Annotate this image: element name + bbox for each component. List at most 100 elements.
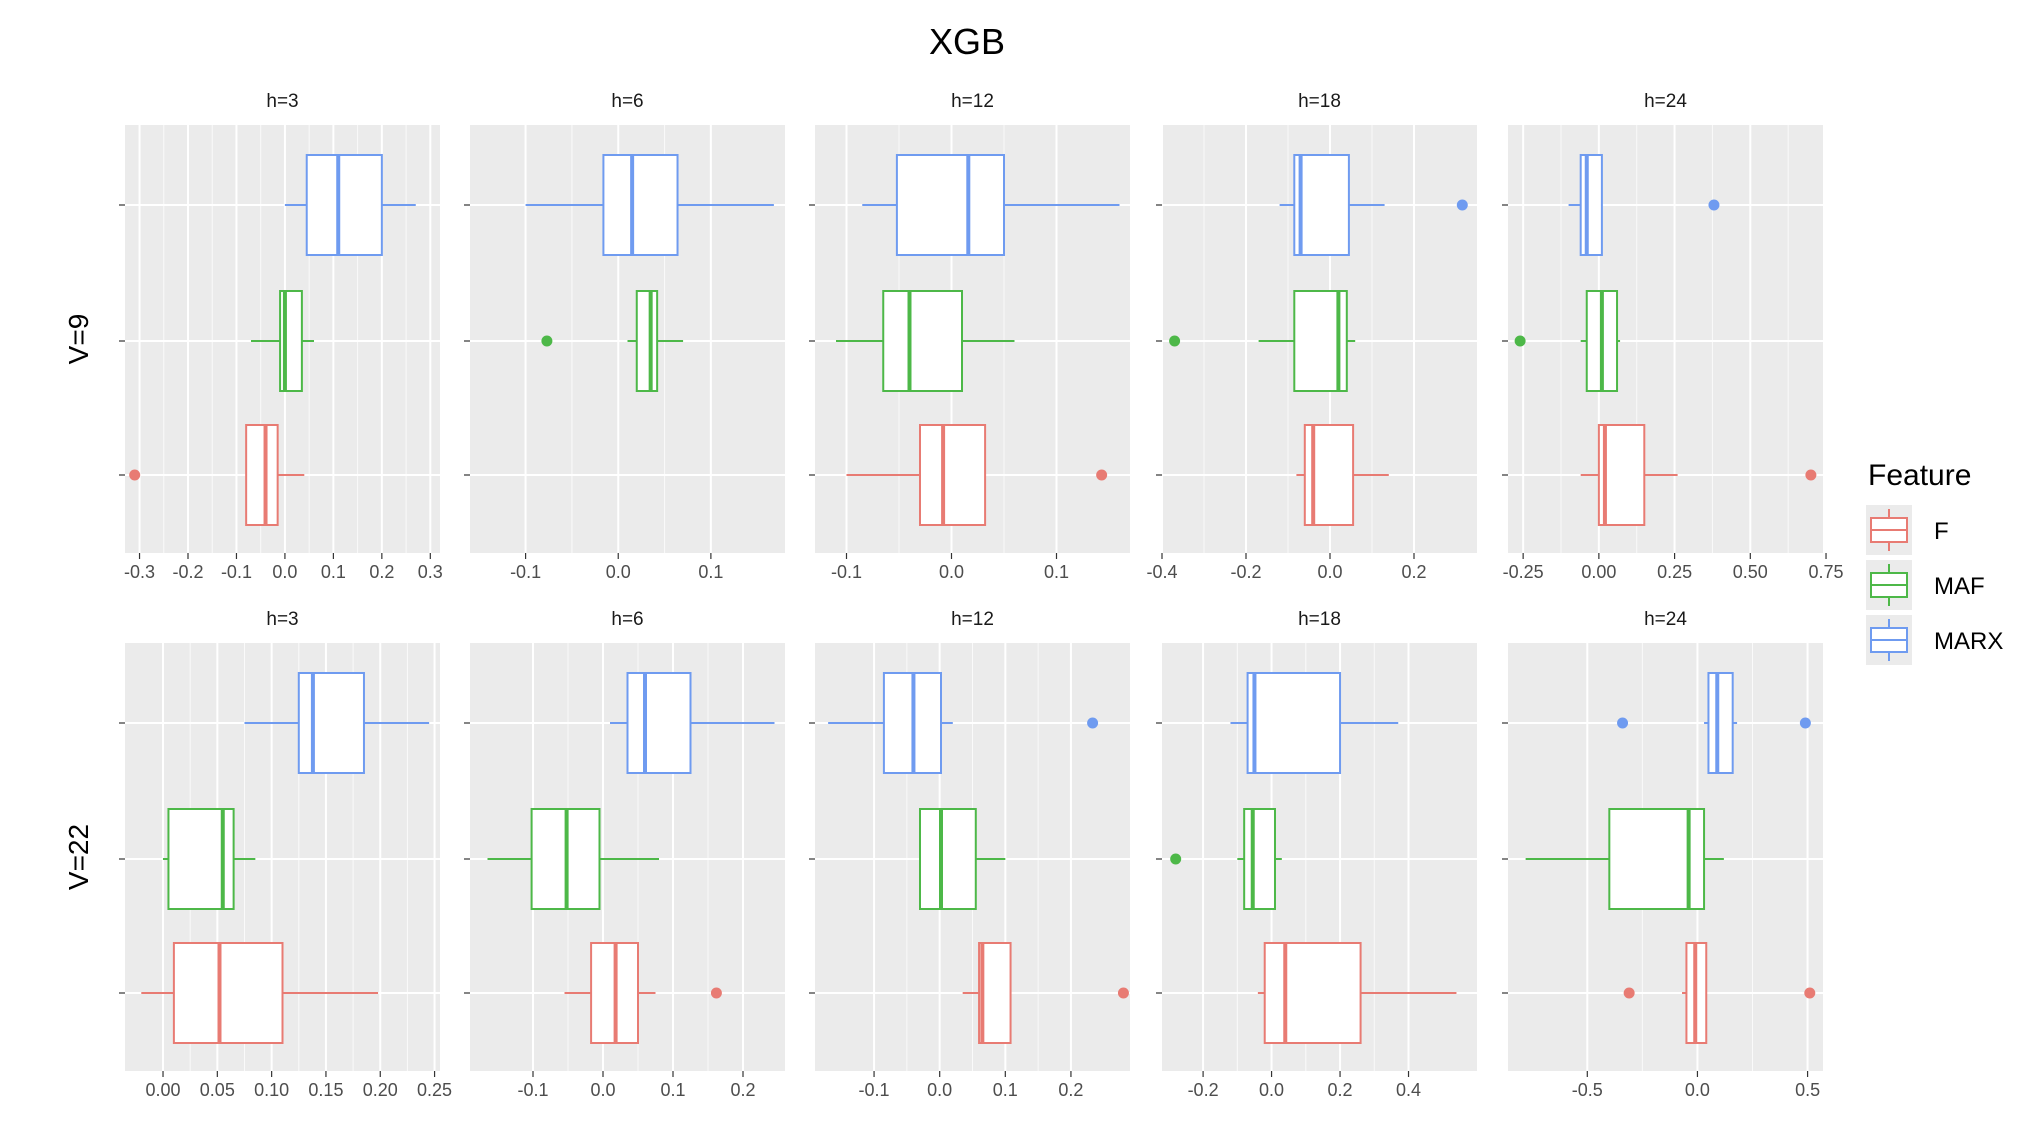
box-marx [828, 672, 1099, 774]
panel-strip-label: h=12 [951, 609, 994, 630]
chart-title: XGB [929, 21, 1005, 62]
box-marx [284, 154, 416, 256]
x-tick-label: 0.1 [1044, 562, 1069, 582]
box-iqr [895, 154, 1006, 256]
outlier-point [1799, 717, 1811, 729]
box-f [1296, 424, 1389, 526]
x-tick-label: 0.0 [1259, 1080, 1284, 1100]
panel: h=6 -0.1 0.0 0.1 0.2 [464, 609, 785, 1100]
x-tick-label: 0.4 [1396, 1080, 1421, 1100]
x-tick-label: 0.15 [308, 1080, 343, 1100]
row-label: V=9 [63, 314, 94, 365]
x-tick-label: 0.1 [660, 1080, 685, 1100]
x-tick-label: 0.75 [1809, 562, 1844, 582]
outlier-point [1805, 469, 1817, 481]
legend-label: MARX [1934, 628, 2003, 655]
x-tick-label: -0.1 [517, 1080, 548, 1100]
box-iqr [1246, 672, 1342, 774]
box-iqr [1243, 808, 1276, 910]
panel: h=3 0.00 0.05 0.10 0.15 0.20 0.25 [119, 609, 452, 1100]
box-f [564, 942, 722, 1044]
x-tick-label: 0.1 [993, 1080, 1018, 1100]
panel: h=18 -0.2 0.0 0.2 0.4 [1156, 609, 1477, 1100]
outlier-point [1514, 335, 1526, 347]
box-f [1580, 424, 1817, 526]
x-tick-label: 0.0 [590, 1080, 615, 1100]
x-tick-label: 0.2 [1058, 1080, 1083, 1100]
box-maf [1170, 808, 1282, 910]
outlier-point [1117, 987, 1129, 999]
box-iqr [245, 424, 279, 526]
panel: h=24 -0.5 0.0 0.5 [1502, 609, 1823, 1100]
box-marx [862, 154, 1120, 256]
x-tick-label: 0.2 [730, 1080, 755, 1100]
panel: h=12 -0.1 0.0 0.1 0.2 [809, 609, 1130, 1100]
x-tick-label: 0.2 [369, 562, 394, 582]
x-tick-label: 0.10 [254, 1080, 289, 1100]
box-maf [487, 808, 659, 910]
x-tick-label: 0.3 [418, 562, 443, 582]
x-tick-label: -0.25 [1503, 562, 1544, 582]
box-iqr [626, 672, 692, 774]
box-marx [244, 672, 430, 774]
row-label: V=22 [63, 824, 94, 890]
box-iqr [305, 154, 383, 256]
x-tick-label: 0.0 [1317, 562, 1342, 582]
box-maf [919, 808, 1006, 910]
x-tick-label: 0.20 [363, 1080, 398, 1100]
panel-strip-label: h=24 [1644, 609, 1687, 630]
outlier-point [129, 469, 141, 481]
box-iqr [882, 290, 963, 392]
panel-strip-label: h=18 [1298, 91, 1341, 112]
x-tick-label: -0.2 [172, 562, 203, 582]
outlier-point [1804, 987, 1816, 999]
box-maf [1514, 290, 1621, 392]
x-tick-label: -0.3 [124, 562, 155, 582]
outlier-point [1708, 199, 1720, 211]
x-tick-label: 0.2 [1401, 562, 1426, 582]
x-tick-label: 0.1 [698, 562, 723, 582]
x-tick-label: -0.1 [831, 562, 862, 582]
x-tick-label: 0.50 [1733, 562, 1768, 582]
legend-label: MAF [1934, 573, 1985, 600]
x-tick-label: 0.0 [272, 562, 297, 582]
box-iqr [919, 808, 977, 910]
panel: h=6 -0.1 0.0 0.1 [464, 91, 785, 582]
box-marx [1230, 672, 1399, 774]
panel-strip-label: h=6 [611, 91, 643, 112]
x-tick-label: 0.2 [1328, 1080, 1353, 1100]
legend-label: F [1934, 518, 1949, 545]
outlier-point [1456, 199, 1468, 211]
box-f [846, 424, 1108, 526]
box-iqr [1707, 672, 1734, 774]
outlier-point [1623, 987, 1635, 999]
box-maf [1169, 290, 1356, 392]
x-tick-label: 0.5 [1795, 1080, 1820, 1100]
box-iqr [919, 424, 987, 526]
box-maf [251, 290, 314, 392]
x-tick-label: -0.1 [221, 562, 252, 582]
box-marx [525, 154, 774, 256]
legend-title: Feature [1868, 459, 1971, 492]
outlier-point [1617, 717, 1629, 729]
box-maf [541, 290, 684, 392]
panels-layer: V=9 h=3 -0.3 -0.2 -0.1 0.0 0.1 0.2 0.3 h=6 -0.1 0.0… [63, 91, 1844, 1100]
box-iqr [635, 290, 659, 392]
x-tick-label: -0.1 [859, 1080, 890, 1100]
outlier-point [1169, 335, 1181, 347]
panel-strip-label: h=3 [266, 91, 298, 112]
box-marx [1568, 154, 1720, 256]
panel-strip-label: h=12 [951, 91, 994, 112]
box-iqr [297, 672, 365, 774]
outlier-point [710, 987, 722, 999]
box-f [141, 942, 379, 1044]
x-tick-label: -0.2 [1188, 1080, 1219, 1100]
box-maf [1525, 808, 1724, 910]
box-f [962, 942, 1129, 1044]
box-marx [610, 672, 775, 774]
box-iqr [1293, 154, 1350, 256]
x-tick-label: 0.0 [927, 1080, 952, 1100]
x-tick-label: 0.25 [417, 1080, 452, 1100]
box-marx [1617, 672, 1811, 774]
